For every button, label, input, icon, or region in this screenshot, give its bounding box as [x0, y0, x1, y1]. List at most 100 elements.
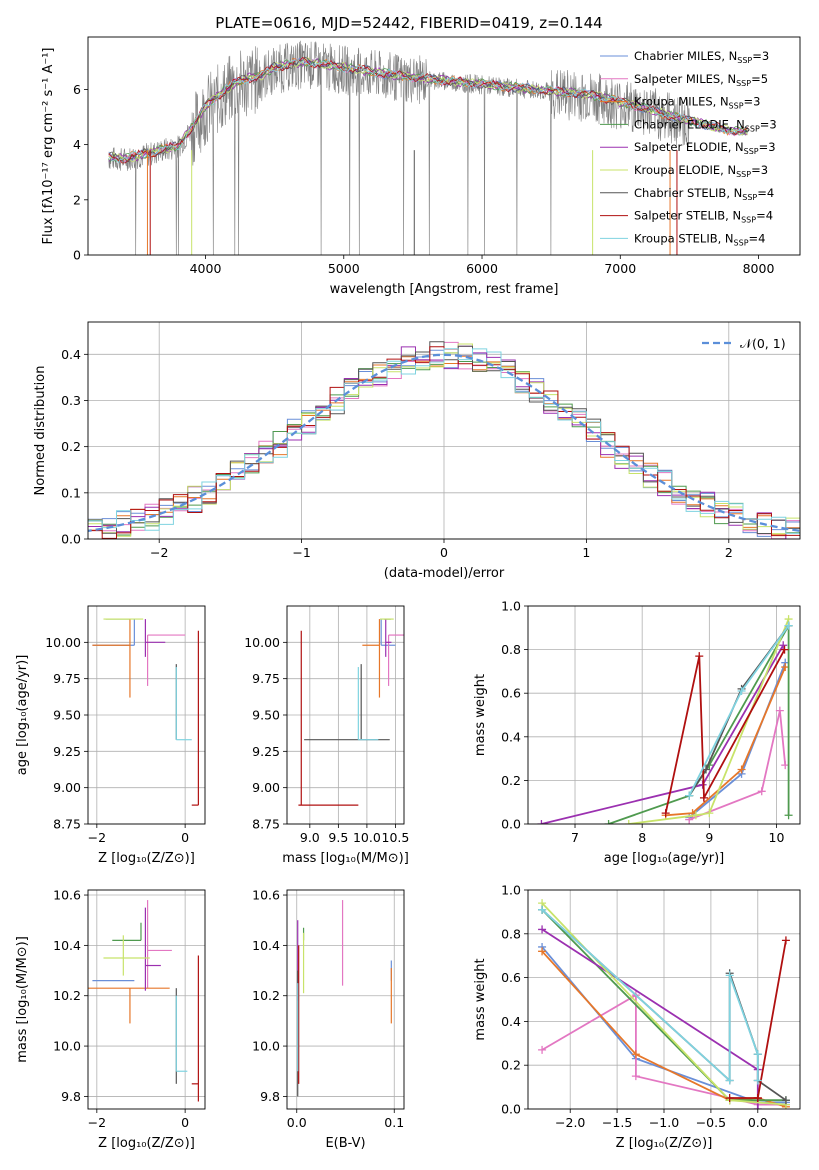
errorbar-point [147, 900, 172, 989]
x-tick-label: −2 [88, 1115, 106, 1130]
axes-residuals [88, 322, 800, 540]
frame-weight-vs-Z: −2.0 −1.5 −1.0 −0.5 0.0 0.0 0.2 0.4 0.6 0.8 1.0 Z [… [473, 883, 801, 1151]
weight-marker [781, 1096, 790, 1105]
x-axis-label: E(B-V) [325, 1136, 365, 1151]
legend-entry: Chabrier ELODIE, NSSP=3 [634, 117, 777, 133]
x-axis-label: Z [log₁₀(Z/Z⊙)] [98, 1136, 195, 1151]
errorbar-point [144, 907, 161, 991]
legend-entry: Kroupa STELIB, NSSP=4 [634, 231, 765, 247]
axes-age-vs-mass [287, 606, 404, 825]
x-tick-label: 2 [725, 545, 733, 560]
model-spectrum [108, 57, 748, 164]
y-tick-label: 0.8 [501, 926, 521, 941]
y-tick-label: 10.2 [252, 988, 280, 1003]
frame-mass-vs-Z: −2 0 9.8 10.0 10.2 10.4 10.6 Z [log₁₀(Z/Z⊙)] mas… [15, 888, 206, 1151]
y-tick-label: 9.75 [53, 671, 81, 686]
y-axis-label: mass [log₁₀(M/M⊙)] [15, 936, 30, 1063]
axes-age-vs-Z [88, 606, 205, 825]
weight-marker [631, 1072, 640, 1081]
y-tick-label: 9.25 [53, 744, 81, 759]
y-tick-label: 0.2 [501, 1058, 521, 1073]
weight-marker [537, 820, 546, 824]
plot-area-weight-vs-age [537, 615, 793, 824]
weight-marker [781, 936, 790, 945]
weight-line [688, 710, 787, 821]
x-axis-label: (data-model)/error [384, 566, 505, 581]
weight-marker [705, 809, 714, 818]
errorbar-point [191, 955, 199, 1102]
plot-area-weight-vs-Z [538, 899, 790, 1109]
x-tick-label: 0 [440, 545, 448, 560]
weight-marker [737, 687, 746, 696]
axes-frame [87, 889, 206, 1110]
errorbar-point [144, 619, 166, 657]
x-tick-label: 6000 [466, 261, 498, 276]
y-axis-label: age [log₁₀(age/yr)] [15, 655, 30, 776]
y-tick-label: 9.00 [53, 780, 81, 795]
x-tick-label: 0.0 [287, 1115, 307, 1130]
legend-entry: Salpeter MILES, NSSP=5 [634, 72, 768, 88]
y-tick-label: 0.4 [501, 729, 521, 744]
y-tick-label: 9.75 [252, 671, 280, 686]
frame-mass-vs-ebv: 0.0 0.1 9.8 10.0 10.2 10.4 10.6 E(B-V) [252, 888, 405, 1151]
errorbar-point [92, 619, 131, 698]
x-tick-label: 4000 [190, 261, 222, 276]
weight-marker [779, 641, 788, 650]
y-tick-label: 9.8 [61, 1089, 81, 1104]
plot-area-age-vs-Z [92, 618, 199, 806]
x-tick-label: 10.5 [382, 830, 410, 845]
x-axis-label: Z [log₁₀(Z/Z⊙)] [616, 1136, 713, 1151]
weight-marker [538, 1045, 547, 1054]
residual-histogram [88, 346, 800, 539]
errorbar-point [103, 935, 150, 976]
y-tick-label: 10.6 [252, 888, 280, 903]
x-tick-label: 9.5 [328, 830, 348, 845]
weight-marker [538, 925, 547, 934]
axes-frame [87, 36, 801, 256]
y-tick-label: 0.1 [61, 485, 81, 500]
y-tick-label: 9.25 [252, 744, 280, 759]
y-tick-label: 0.2 [61, 439, 81, 454]
axes-spectrum [108, 40, 748, 255]
weight-marker [725, 971, 734, 980]
legend-entry: Salpeter ELODIE, NSSP=3 [634, 140, 776, 156]
y-tick-label: 10.4 [252, 938, 280, 953]
y-tick-label: 10.4 [53, 938, 81, 953]
legend-entry: Kroupa MILES, NSSP=3 [634, 95, 760, 111]
x-tick-label: −1.5 [602, 1115, 632, 1130]
weight-marker [784, 621, 793, 630]
y-tick-label: 0.4 [501, 1014, 521, 1029]
axes-weight-vs-age [528, 605, 800, 825]
errorbar-point [387, 634, 404, 686]
plot-area-age-vs-mass [298, 618, 404, 806]
errorbar-point [175, 667, 192, 741]
y-tick-label: 9.50 [252, 708, 280, 723]
plot-area-residuals [88, 341, 800, 539]
y-tick-label: 10.00 [244, 635, 280, 650]
x-tick-label: 0 [181, 830, 189, 845]
x-axis-label: mass [log₁₀(M/M⊙)] [282, 851, 409, 866]
model-spectrum [108, 58, 748, 164]
weight-line [541, 909, 759, 1083]
weight-line [665, 666, 787, 817]
y-tick-label: 6 [73, 82, 81, 97]
weight-marker [757, 787, 766, 796]
axes-frame [286, 889, 405, 1110]
legend-entry: Chabrier STELIB, NSSP=4 [634, 186, 774, 202]
y-tick-label: 0.4 [61, 347, 81, 362]
frame-weight-vs-age: 7 8 9 10 0.0 0.2 0.4 0.6 0.8 1.0 age [log₁₀(age/yr… [473, 599, 801, 866]
x-tick-label: 5000 [328, 261, 360, 276]
x-axis-label: Z [log₁₀(Z/Z⊙)] [98, 851, 195, 866]
errorbar-point [92, 619, 135, 646]
legend-entry: Chabrier MILES, NSSP=3 [634, 49, 769, 65]
frame-residuals: −2 −1 0 1 2 0.0 0.1 0.2 0.3 0.4 (data-model)/error… [33, 321, 801, 581]
x-tick-label: −1.0 [649, 1115, 679, 1130]
x-tick-label: −0.5 [696, 1115, 726, 1130]
errorbar-point [112, 922, 142, 941]
errorbar-point [175, 995, 188, 1072]
model-spectrum [108, 58, 748, 163]
x-tick-label: 8000 [743, 261, 775, 276]
y-tick-label: 8.75 [53, 817, 81, 832]
plot-area-mass-vs-ebv [297, 900, 392, 1097]
weight-marker [699, 793, 708, 802]
